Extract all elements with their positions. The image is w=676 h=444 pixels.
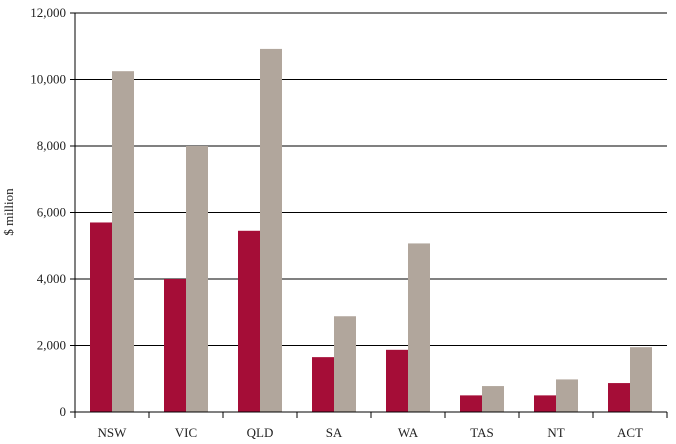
bar-wa-series-2	[408, 243, 430, 412]
bar-vic-series-2	[186, 146, 208, 412]
y-tick-labels: 0 2,000 4,000 6,000 8,000 10,000 12,000	[30, 5, 66, 419]
bar-nsw-series-1	[90, 222, 112, 412]
bar-wa-series-1	[386, 349, 408, 412]
x-tick-label-act: ACT	[617, 425, 643, 440]
y-tick-label: 6,000	[37, 205, 66, 220]
bar-qld-series-2	[260, 48, 282, 412]
y-tick-label: 8,000	[37, 138, 66, 153]
x-tick-label-nt: NT	[547, 425, 564, 440]
bar-tas-series-2	[482, 386, 504, 412]
bar-sa-series-2	[334, 316, 356, 412]
x-tick-label-wa: WA	[398, 425, 419, 440]
gridlines	[75, 12, 667, 346]
x-tick-labels: NSW VIC QLD SA WA TAS NT ACT	[98, 425, 644, 440]
bar-act-series-1	[608, 383, 630, 412]
bar-nt-series-2	[556, 379, 578, 412]
x-tick-label-sa: SA	[326, 425, 343, 440]
y-tick-label: 4,000	[37, 271, 66, 286]
bar-nt-series-1	[534, 395, 556, 412]
y-tick-label: 12,000	[30, 5, 66, 20]
bar-act-series-2	[630, 347, 652, 412]
y-tick-label: 10,000	[30, 72, 66, 87]
bar-qld-series-1	[238, 230, 260, 412]
x-tick-label-nsw: NSW	[98, 425, 128, 440]
x-tick-label-tas: TAS	[470, 425, 494, 440]
bar-vic-series-1	[164, 279, 186, 412]
bar-tas-series-1	[460, 395, 482, 412]
bars	[90, 48, 652, 412]
x-tick-label-vic: VIC	[175, 425, 197, 440]
axes	[70, 12, 668, 418]
y-axis-title: $ million	[1, 188, 16, 236]
y-tick-label: 2,000	[37, 338, 66, 353]
bar-sa-series-1	[312, 357, 334, 412]
bar-nsw-series-2	[112, 71, 134, 412]
y-tick-label: 0	[60, 404, 67, 419]
x-tick-label-qld: QLD	[247, 425, 274, 440]
